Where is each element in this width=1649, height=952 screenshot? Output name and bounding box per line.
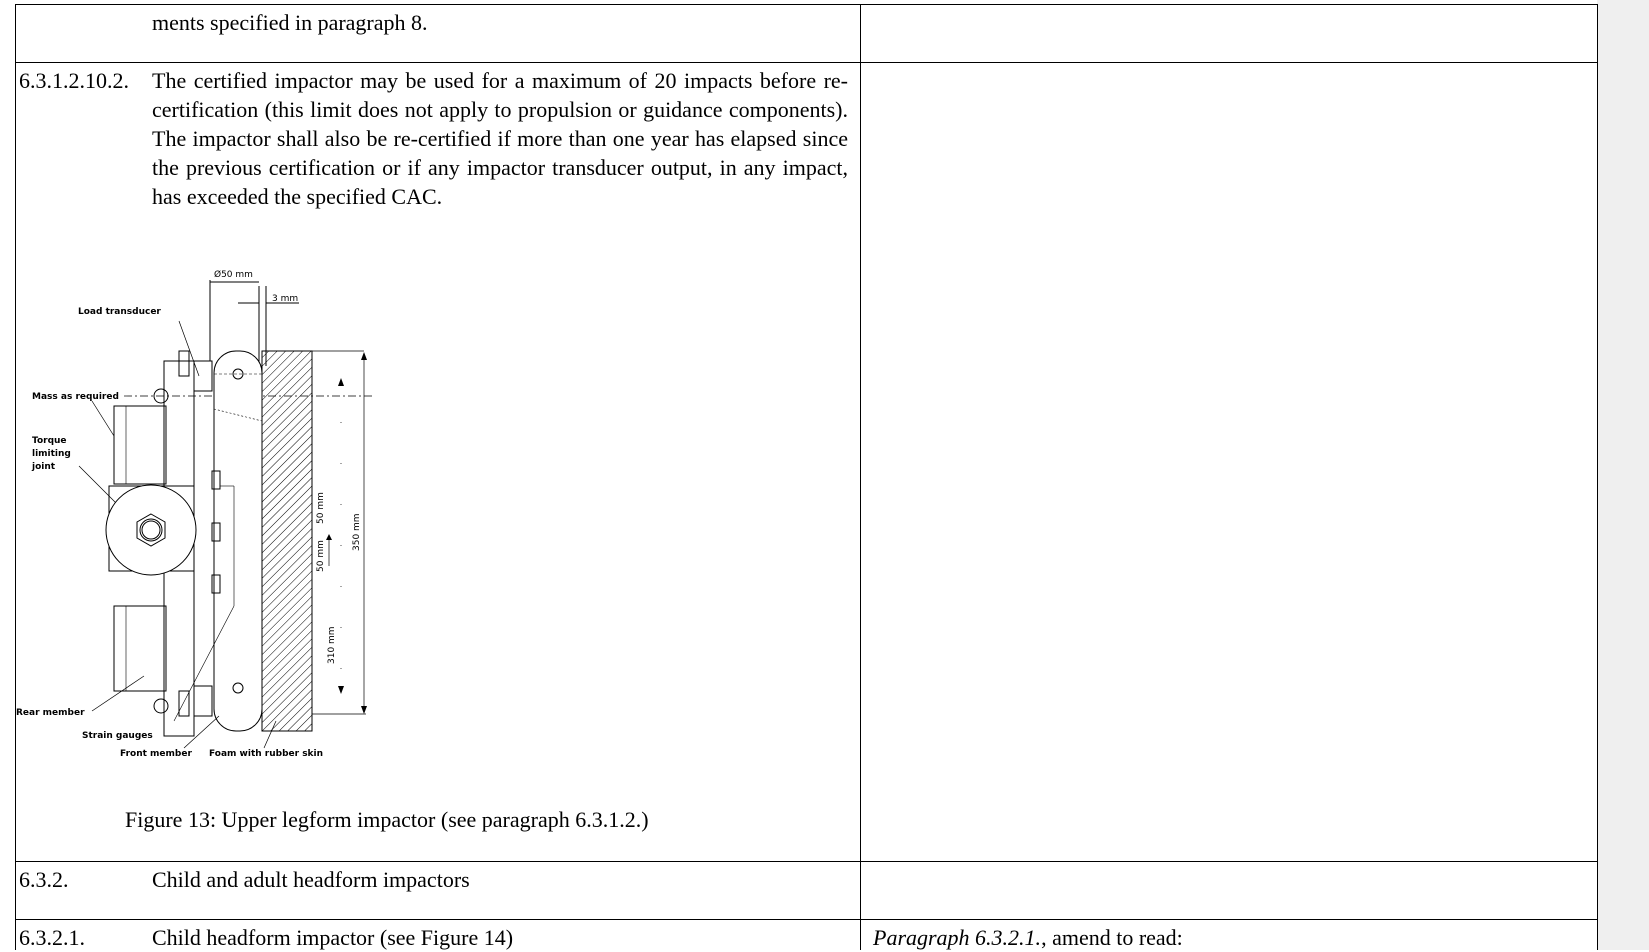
row-divider	[15, 62, 1597, 63]
dim-350-label: 350 mm	[352, 513, 362, 551]
row1-text: ments specified in paragraph 8.	[152, 10, 428, 35]
dim-diameter-label: Ø50 mm	[214, 269, 253, 280]
section-title-6-3-2-1: Child headform impactor (see Figure 14)	[152, 925, 514, 950]
rear-member-label: Rear member	[16, 708, 85, 718]
comment-margin	[1597, 0, 1649, 950]
paragraph-number: 6.3.1.2.10.2.	[19, 68, 129, 93]
section-title-6-3-2: Child and adult headform impactors	[152, 867, 470, 892]
row-divider	[15, 4, 1597, 5]
mass-label: Mass as required	[32, 392, 119, 402]
foam-label: Foam with rubber skin	[209, 749, 323, 759]
amendment-note: Paragraph 6.3.2.1., amend to read:	[873, 923, 1183, 952]
dim-50b-label: 50 mm	[316, 540, 326, 572]
table-border-right	[1597, 4, 1598, 950]
figure-caption: Figure 13: Upper legform impactor (see p…	[125, 807, 649, 832]
dim-50a-label: 50 mm	[316, 492, 326, 524]
torque-label-3: joint	[31, 462, 56, 472]
amendment-paragraph-ref: Paragraph 6.3.2.1.	[873, 925, 1042, 950]
strain-gauges-label: Strain gauges	[82, 731, 153, 741]
torque-label-2: limiting	[32, 449, 71, 459]
load-transducer-label: Load transducer	[78, 307, 161, 317]
torque-label-1: Torque	[32, 436, 67, 446]
dim-310-label: 310 mm	[327, 626, 337, 664]
row-divider	[15, 919, 1597, 920]
upper-legform-figure: Ø50 mm 3 mm Load transducer Mass as requ…	[16, 269, 372, 759]
section-number-6-3-2: 6.3.2.	[19, 867, 69, 892]
table-border-middle	[860, 4, 861, 950]
table-border-left	[15, 4, 16, 950]
dim-thickness-label: 3 mm	[272, 294, 298, 304]
row-divider	[15, 861, 1597, 862]
front-member-label: Front member	[120, 749, 192, 759]
amendment-instruction: , amend to read:	[1041, 925, 1183, 950]
paragraph-text: The certified impactor may be used for a…	[152, 68, 848, 209]
section-number-6-3-2-1: 6.3.2.1.	[19, 925, 85, 950]
